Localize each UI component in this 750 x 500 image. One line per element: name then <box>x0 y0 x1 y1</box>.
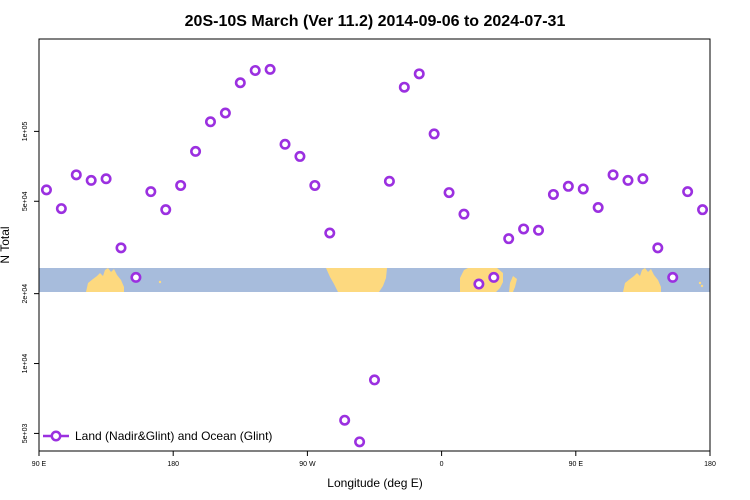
data-point <box>175 179 187 191</box>
y-axis: 5e+03 1e+04 2e+04 5e+04 1e+05 <box>22 121 39 443</box>
data-point <box>488 271 500 283</box>
island-4 <box>158 280 162 284</box>
data-point <box>577 183 589 195</box>
data-point <box>249 64 261 76</box>
x-tick-label: 90 E <box>32 461 47 468</box>
x-tick-label: 180 <box>704 461 716 468</box>
island-5 <box>698 281 702 285</box>
data-point <box>398 81 410 93</box>
data-point <box>562 180 574 192</box>
legend-label: Land (Nadir&Glint) and Ocean (Glint) <box>75 429 272 443</box>
y-tick-label: 5e+03 <box>22 423 29 443</box>
data-point <box>294 150 306 162</box>
y-axis-label: N Total <box>0 226 12 263</box>
x-tick-label: 180 <box>167 461 179 468</box>
data-point <box>354 436 366 448</box>
data-point <box>682 186 694 198</box>
data-point <box>190 145 202 157</box>
x-tick-label: 90 W <box>299 461 316 468</box>
land-shape-5 <box>623 268 661 292</box>
data-point <box>85 174 97 186</box>
data-point <box>533 224 545 236</box>
data-point <box>607 169 619 181</box>
map-strip <box>39 268 710 292</box>
data-point <box>219 107 231 119</box>
data-point <box>503 233 515 245</box>
data-point <box>518 223 530 235</box>
x-axis-label: Longitude (deg E) <box>327 476 422 490</box>
island-3 <box>643 281 647 285</box>
chart-title: 20S-10S March (Ver 11.2) 2014-09-06 to 2… <box>185 13 566 30</box>
data-point <box>130 271 142 283</box>
data-point <box>234 77 246 89</box>
x-tick-label: 0 <box>440 461 444 468</box>
data-point <box>547 188 559 200</box>
y-tick-label: 1e+05 <box>22 121 29 141</box>
land-shape-1 <box>86 268 124 292</box>
data-point <box>264 63 276 75</box>
data-point <box>40 184 52 196</box>
data-points <box>40 63 709 448</box>
data-point <box>473 278 485 290</box>
data-point <box>413 68 425 80</box>
y-tick-label: 2e+04 <box>22 284 29 304</box>
data-point <box>458 208 470 220</box>
data-point <box>428 128 440 140</box>
data-point <box>100 173 112 185</box>
island-6 <box>700 284 704 288</box>
y-tick-label: 5e+04 <box>22 191 29 211</box>
data-point <box>443 187 455 199</box>
data-point <box>55 203 67 215</box>
data-point <box>145 186 157 198</box>
x-tick-label: 90 E <box>569 461 584 468</box>
plot-frame <box>38 38 711 452</box>
data-point <box>622 174 634 186</box>
y-tick-label: 1e+04 <box>22 354 29 374</box>
data-point <box>697 204 709 216</box>
data-point <box>592 202 604 214</box>
data-point <box>667 271 679 283</box>
data-point <box>309 179 321 191</box>
data-point <box>637 173 649 185</box>
data-point <box>70 169 82 181</box>
land-shape-2 <box>326 268 387 292</box>
data-point <box>383 175 395 187</box>
land-shape-4 <box>509 276 517 292</box>
data-point <box>204 116 216 128</box>
data-point <box>368 374 380 386</box>
data-point <box>160 204 172 216</box>
x-axis: 90 E 180 90 W 0 90 E 180 <box>32 451 716 468</box>
data-point <box>324 227 336 239</box>
legend-marker <box>50 430 62 442</box>
data-point <box>339 414 351 426</box>
data-point <box>652 242 664 254</box>
island-2 <box>106 279 110 283</box>
data-point <box>279 138 291 150</box>
island-1 <box>98 281 102 285</box>
legend: Land (Nadir&Glint) and Ocean (Glint) <box>43 429 272 443</box>
data-point <box>115 242 127 254</box>
